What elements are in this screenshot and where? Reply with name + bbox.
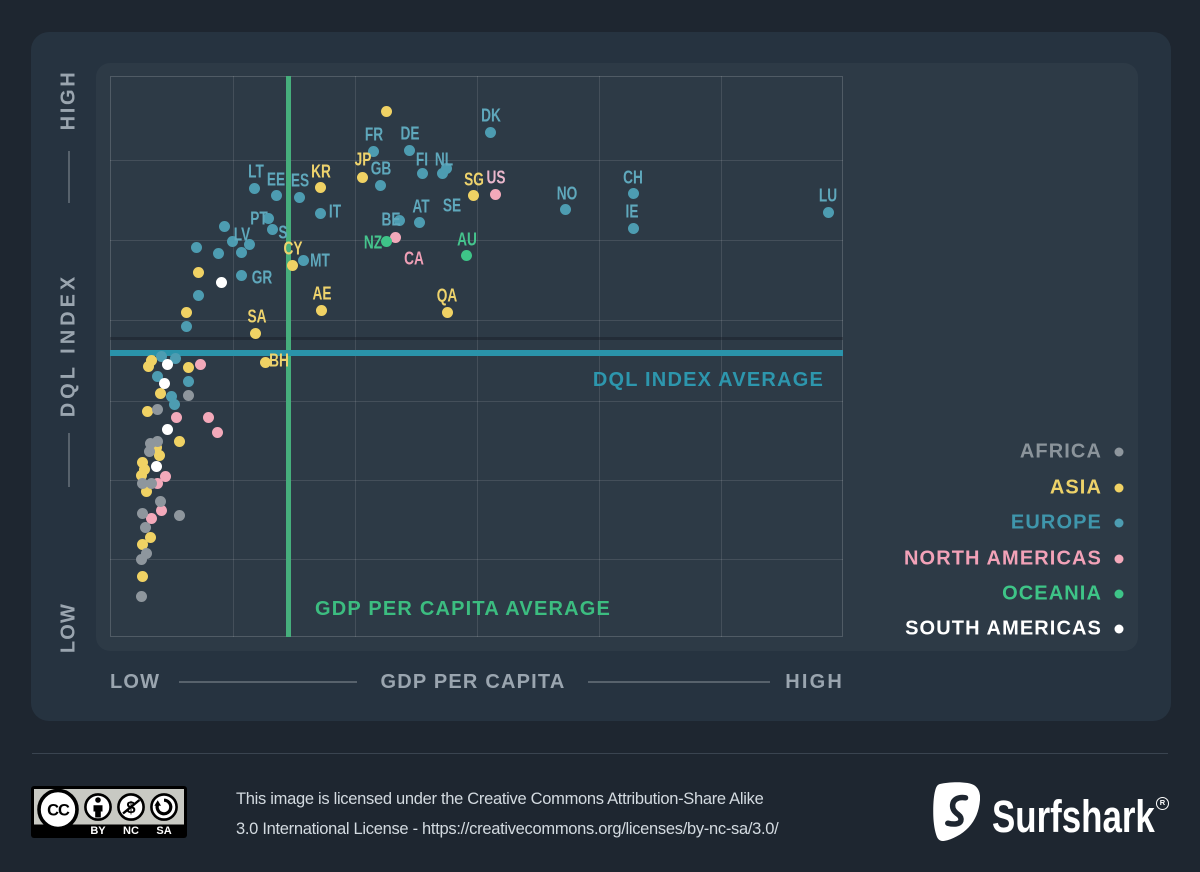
svg-text:SA: SA bbox=[156, 825, 171, 837]
svg-text:CC: CC bbox=[47, 802, 70, 820]
svg-text:BY: BY bbox=[90, 825, 106, 837]
svg-text:NC: NC bbox=[123, 825, 139, 837]
